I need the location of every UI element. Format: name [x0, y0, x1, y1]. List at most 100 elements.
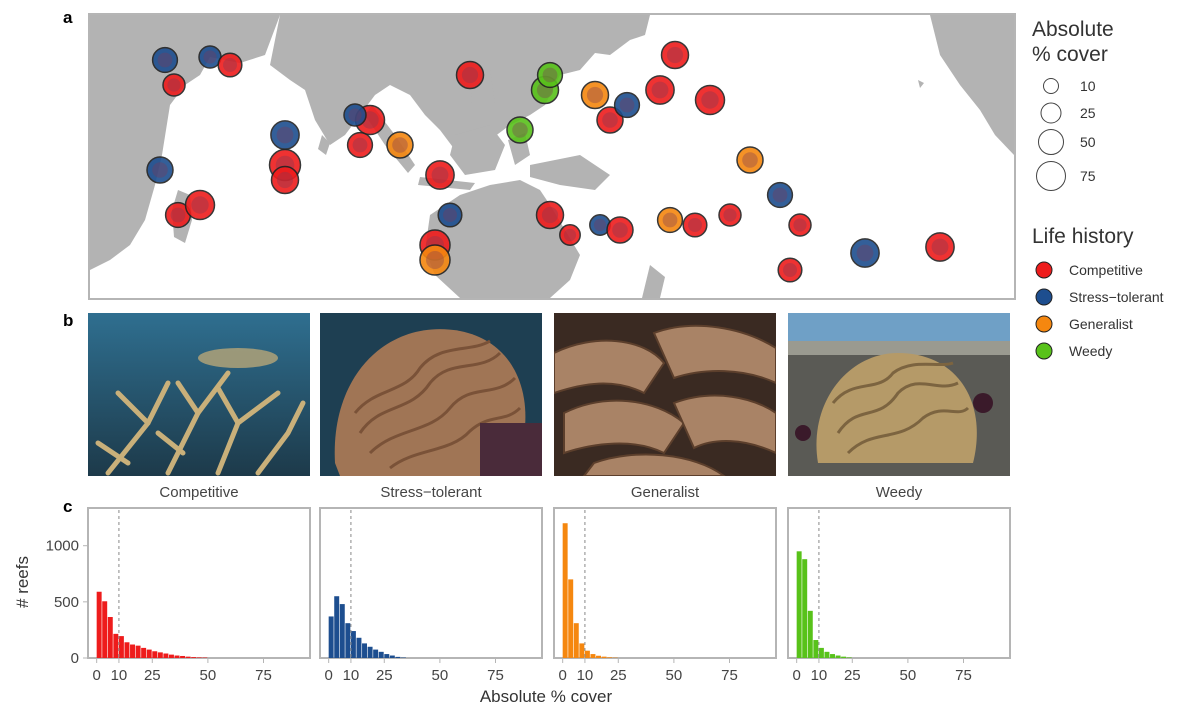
y-axis-label: # reefs	[13, 556, 32, 608]
map-site-marker-overlap	[167, 78, 181, 92]
legend-label-weedy: Weedy	[1069, 343, 1112, 359]
map-site-marker-overlap	[276, 126, 294, 144]
map-site-marker	[162, 73, 186, 97]
map-site-marker	[656, 206, 684, 234]
map-site-marker	[419, 244, 451, 276]
y-tick-label: 500	[54, 594, 79, 611]
map-site-marker	[694, 84, 726, 116]
map-site-marker	[606, 216, 634, 244]
histogram-bar	[802, 559, 808, 658]
x-tick-label: 25	[610, 667, 627, 684]
histogram-bar	[350, 631, 356, 658]
histogram-bar	[562, 523, 568, 658]
map-site-marker	[736, 146, 764, 174]
legend-key-stress-tolerant	[1035, 288, 1053, 306]
map-site-marker-overlap	[541, 206, 559, 224]
histogram-bar	[579, 643, 585, 658]
histogram-bar	[174, 655, 180, 658]
size-legend-label-10: 10	[1080, 78, 1096, 94]
histogram-bar	[584, 650, 590, 658]
histogram-bar	[196, 657, 202, 658]
histogram-bar	[601, 656, 607, 658]
histogram-bar	[367, 646, 373, 658]
histogram-bar	[339, 604, 345, 658]
histogram-bar	[356, 637, 362, 658]
map-site-marker	[645, 75, 675, 105]
histogram-bar	[191, 657, 197, 658]
histogram-frame	[787, 507, 1011, 659]
histogram-bar	[345, 623, 351, 658]
land-north-america	[930, 15, 1014, 155]
map-site-marker	[146, 156, 174, 184]
histogram-bar	[818, 647, 824, 658]
land-africa	[90, 15, 280, 270]
histogram-bar	[124, 642, 130, 658]
map-site-marker-overlap	[461, 66, 479, 84]
size-legend-circle-10	[1043, 78, 1059, 94]
histogram-bar	[185, 656, 191, 658]
map-site-marker	[425, 160, 455, 190]
size-legend-label-50: 50	[1080, 134, 1096, 150]
map-site-marker	[270, 120, 300, 150]
map-site-marker-overlap	[542, 67, 558, 83]
map-site-marker-overlap	[352, 137, 368, 153]
histogram-bar	[328, 616, 334, 658]
map-site-marker	[506, 116, 534, 144]
x-axis-label: Absolute % cover	[480, 687, 613, 706]
map-site-marker-overlap	[426, 251, 444, 269]
histogram-panel-0: 0 10 25 50 75 0 500 1000	[46, 507, 311, 684]
map-site-marker-overlap	[662, 212, 678, 228]
map-site-marker	[270, 165, 300, 195]
map-site-marker-overlap	[152, 162, 168, 178]
histogram-bar	[389, 655, 395, 658]
histogram-bar	[813, 640, 819, 658]
x-tick-label: 25	[144, 667, 161, 684]
map-site-marker-overlap	[612, 222, 628, 238]
photo-caption-weedy: Weedy	[875, 484, 923, 501]
histogram-panel-2: 0 10 25 50 75	[553, 507, 777, 684]
life-history-legend-title: Life history	[1032, 225, 1134, 248]
histogram-bar	[596, 655, 601, 658]
map-site-marker	[455, 60, 485, 90]
map-site-marker	[536, 61, 564, 89]
land-india-sri-lanka	[318, 135, 330, 155]
x-tick-label: 50	[900, 667, 917, 684]
x-tick-label: 10	[577, 667, 594, 684]
reef-sites	[146, 40, 955, 283]
x-tick-label: 10	[343, 667, 360, 684]
photo-caption-competitive: Competitive	[159, 484, 239, 501]
photo-caption-generalist: Generalist	[630, 484, 700, 501]
map-site-marker	[346, 131, 374, 159]
histogram-bar	[373, 649, 379, 658]
histogram-frame	[553, 507, 777, 659]
map-site-marker	[788, 213, 812, 237]
histogram-bar	[130, 644, 135, 658]
histogram-bar	[102, 601, 108, 658]
land-borneo	[450, 125, 505, 175]
land-japan	[530, 35, 570, 65]
map-site-marker	[184, 189, 216, 221]
map-site-marker-overlap	[602, 112, 618, 128]
land-new-zealand	[642, 265, 665, 298]
size-legend-label-75: 75	[1080, 168, 1096, 184]
panel-letter-a: a	[63, 8, 73, 27]
size-legend-title-line2: % cover	[1032, 43, 1108, 66]
map-site-marker	[850, 238, 880, 268]
map-site-marker-overlap	[688, 218, 702, 232]
map-site-marker-overlap	[563, 228, 577, 242]
histogram-bar	[824, 651, 830, 658]
map-site-marker-overlap	[783, 263, 797, 277]
histogram-bar	[590, 654, 596, 658]
histogram-bar	[141, 647, 147, 658]
photo-stress-tolerant-art	[320, 313, 542, 476]
photo-stress-tolerant	[320, 313, 542, 476]
map-site-marker-overlap	[856, 244, 874, 262]
photo-weedy	[788, 313, 1010, 476]
histogram-bar	[395, 656, 401, 658]
map-site-marker	[580, 80, 610, 110]
x-tick-label: 10	[811, 667, 828, 684]
histogram-bar	[841, 656, 847, 658]
map-site-marker-overlap	[701, 91, 719, 109]
histogram-bar	[835, 655, 841, 658]
map-site-marker-overlap	[666, 46, 684, 64]
